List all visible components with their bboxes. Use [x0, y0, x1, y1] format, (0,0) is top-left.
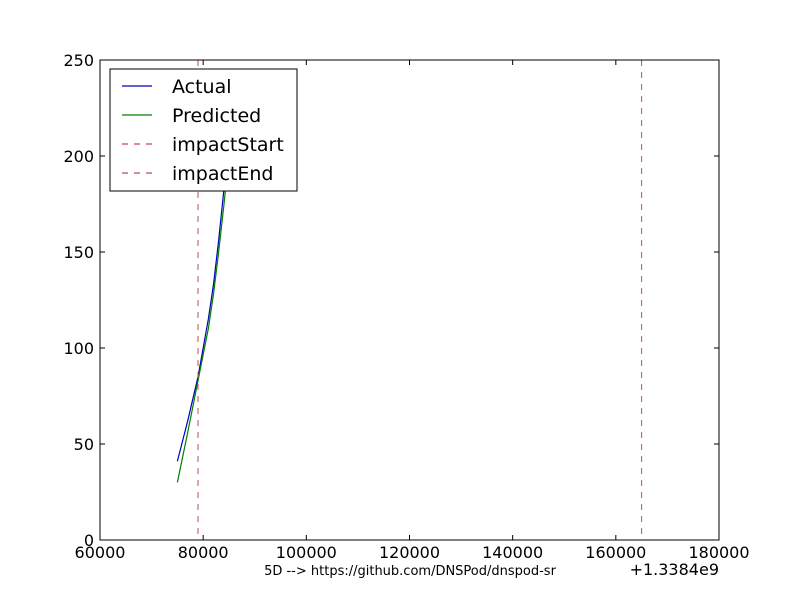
vline-layer — [197, 60, 643, 540]
x-tick-label: 60000 — [75, 543, 126, 562]
x-offset-label: +1.3384e9 — [630, 560, 719, 579]
x-tick-label: 80000 — [178, 543, 229, 562]
legend: Actual Predicted impactStart impactEnd — [109, 68, 298, 192]
x-tick-label: 160000 — [585, 543, 646, 562]
legend-box — [109, 68, 298, 192]
x-tick-label: 120000 — [379, 543, 440, 562]
y-tick-label: 200 — [63, 147, 94, 166]
x-tick-label: 140000 — [482, 543, 543, 562]
series-actual-line — [176, 155, 230, 462]
legend-label-impactend: impactEnd — [172, 163, 274, 185]
legend-label-actual: Actual — [172, 76, 232, 98]
series-predicted-line — [176, 155, 230, 483]
x-tick-label: 100000 — [276, 543, 337, 562]
x-axis-label: 5D --> https://github.com/DNSPod/dnspod-… — [264, 564, 557, 579]
y-tick-label: 50 — [74, 435, 94, 454]
series-layer — [176, 155, 230, 483]
legend-label-impactstart: impactStart — [172, 134, 284, 156]
y-tick-label: 100 — [63, 339, 94, 358]
y-tick-label: 0 — [84, 531, 94, 550]
y-tick-label: 250 — [63, 51, 94, 70]
y-tick-label: 150 — [63, 243, 94, 262]
x-tick-label: 180000 — [688, 543, 749, 562]
legend-label-predicted: Predicted — [172, 105, 261, 127]
tick-layer: 60000 80000 100000 120000 140000 160000 180000… — [63, 51, 749, 562]
